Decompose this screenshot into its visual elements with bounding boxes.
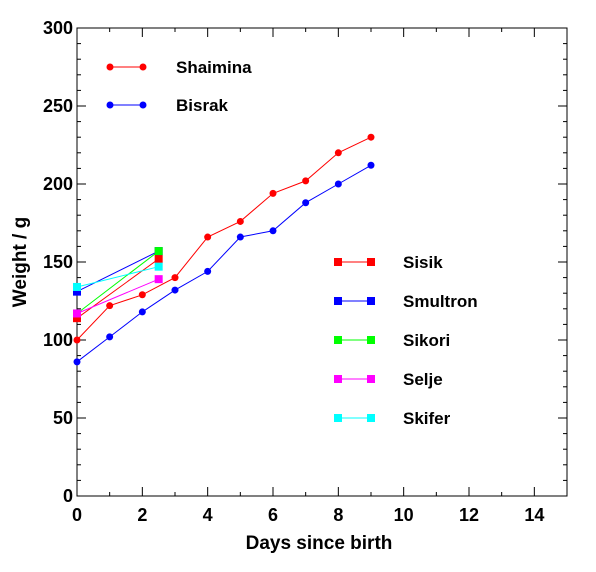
data-point-bisrak bbox=[367, 161, 375, 169]
data-point-skifer bbox=[73, 282, 81, 291]
legend-label-selje: Selje bbox=[403, 370, 443, 389]
data-point-shaimina bbox=[236, 217, 244, 225]
legend-marker-smultron bbox=[334, 297, 342, 305]
data-point-skifer bbox=[154, 262, 163, 271]
x-tick-label: 12 bbox=[459, 505, 479, 525]
data-point-bisrak bbox=[73, 358, 81, 366]
legend-marker-selje bbox=[334, 375, 342, 383]
data-point-selje bbox=[73, 309, 81, 318]
y-tick-label: 50 bbox=[53, 408, 73, 428]
data-point-shaimina bbox=[171, 274, 179, 282]
legend-label-skifer: Skifer bbox=[403, 409, 451, 428]
data-point-shaimina bbox=[106, 302, 114, 310]
data-point-shaimina bbox=[367, 133, 375, 141]
data-point-shaimina bbox=[269, 189, 277, 197]
legend: Shaimina Bisrak Sisik Smultron Sikori Selje Sk… bbox=[106, 58, 478, 428]
legend-label-sikori: Sikori bbox=[403, 331, 450, 350]
y-axis-title: Weight / g bbox=[10, 217, 31, 307]
data-point-shaimina bbox=[204, 233, 212, 241]
series-layer bbox=[73, 133, 375, 366]
data-point-sisik bbox=[154, 254, 163, 263]
legend-marker-bisrak bbox=[139, 101, 147, 109]
data-point-sikori bbox=[154, 247, 163, 256]
legend-marker-sikori bbox=[367, 336, 375, 344]
x-tick-label: 2 bbox=[137, 505, 147, 525]
y-tick-label: 150 bbox=[43, 252, 73, 272]
legend-marker-sikori bbox=[334, 336, 342, 344]
x-tick-label: 8 bbox=[333, 505, 343, 525]
axis-ticks: 0 2 4 6 8 10 12 14 0 50 100 150 200 250 300 bbox=[43, 18, 568, 525]
data-point-shaimina bbox=[334, 149, 342, 157]
x-tick-label: 10 bbox=[394, 505, 414, 525]
legend-label-shaimina: Shaimina bbox=[176, 58, 252, 77]
plot-frame bbox=[76, 27, 568, 497]
legend-marker-shaimina bbox=[106, 63, 114, 71]
data-point-sisik bbox=[73, 314, 81, 323]
series-line-smultron bbox=[76, 250, 159, 293]
x-tick-label: 14 bbox=[524, 505, 544, 525]
y-tick-label: 0 bbox=[63, 486, 73, 506]
data-point-shaimina bbox=[73, 336, 81, 344]
y-tick-label: 200 bbox=[43, 174, 73, 194]
legend-marker-bisrak bbox=[106, 101, 114, 109]
y-tick-label: 100 bbox=[43, 330, 73, 350]
data-point-bisrak bbox=[138, 308, 146, 316]
series-line-shaimina bbox=[76, 136, 372, 341]
legend-label-bisrak: Bisrak bbox=[176, 96, 229, 115]
legend-marker-sisik bbox=[334, 258, 342, 266]
data-point-bisrak bbox=[302, 199, 310, 207]
data-point-smultron bbox=[73, 287, 81, 296]
data-point-bisrak bbox=[106, 333, 114, 341]
data-point-bisrak bbox=[269, 227, 277, 235]
legend-marker-selje bbox=[367, 375, 375, 383]
legend-marker-sisik bbox=[367, 258, 375, 266]
legend-marker-skifer bbox=[334, 414, 342, 422]
data-point-shaimina bbox=[138, 291, 146, 299]
legend-marker-skifer bbox=[367, 414, 375, 422]
data-point-bisrak bbox=[334, 180, 342, 188]
legend-label-smultron: Smultron bbox=[403, 292, 478, 311]
x-tick-label: 0 bbox=[72, 505, 82, 525]
data-point-bisrak bbox=[204, 267, 212, 275]
y-tick-label: 250 bbox=[43, 96, 73, 116]
data-point-shaimina bbox=[302, 177, 310, 185]
y-tick-label: 300 bbox=[43, 18, 73, 38]
x-tick-label: 4 bbox=[203, 505, 213, 525]
data-point-selje bbox=[154, 275, 163, 284]
series-line-selje bbox=[76, 278, 159, 314]
series-line-bisrak bbox=[76, 164, 372, 363]
series-line-skifer bbox=[76, 266, 159, 288]
legend-marker-smultron bbox=[367, 297, 375, 305]
x-tick-label: 6 bbox=[268, 505, 278, 525]
series-line-sikori bbox=[76, 250, 160, 314]
x-axis-title: Days since birth bbox=[246, 533, 393, 554]
data-point-bisrak bbox=[171, 286, 179, 294]
data-point-bisrak bbox=[236, 233, 244, 241]
legend-marker-shaimina bbox=[139, 63, 147, 71]
legend-label-sisik: Sisik bbox=[403, 253, 443, 272]
